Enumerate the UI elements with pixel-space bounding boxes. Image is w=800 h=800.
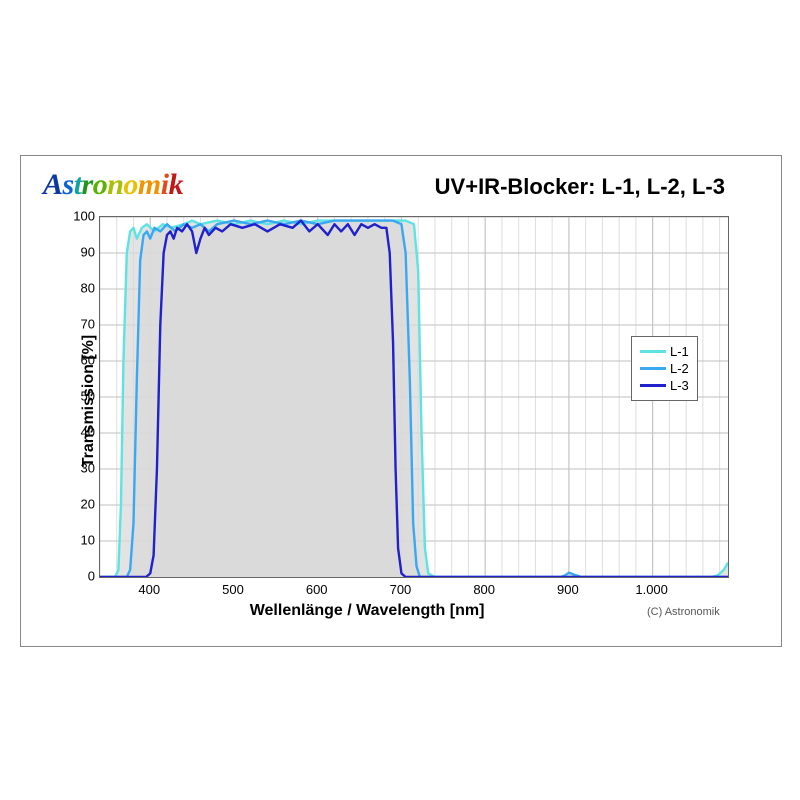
legend-item: L-1 — [640, 343, 689, 360]
y-tick-label: 20 — [55, 497, 95, 512]
y-tick-label: 90 — [55, 245, 95, 260]
y-tick-label: 40 — [55, 425, 95, 440]
legend-label: L-3 — [670, 378, 689, 393]
legend-swatch — [640, 384, 666, 387]
x-tick-label: 800 — [473, 582, 495, 597]
y-tick-label: 50 — [55, 389, 95, 404]
y-tick-label: 100 — [55, 209, 95, 224]
y-tick-label: 30 — [55, 461, 95, 476]
x-tick-label: 500 — [222, 582, 244, 597]
x-tick-label: 1.000 — [635, 582, 668, 597]
legend: L-1 L-2 L-3 — [631, 336, 698, 401]
y-tick-label: 10 — [55, 533, 95, 548]
chart-panel: Astronomik UV+IR-Blocker: L-1, L-2, L-3 … — [20, 155, 782, 647]
x-axis-label: Wellenlänge / Wavelength [nm] — [250, 602, 485, 620]
legend-item: L-3 — [640, 377, 689, 394]
legend-label: L-1 — [670, 344, 689, 359]
x-tick-label: 600 — [306, 582, 328, 597]
chart-title: UV+IR-Blocker: L-1, L-2, L-3 — [435, 174, 725, 200]
legend-label: L-2 — [670, 361, 689, 376]
x-tick-label: 700 — [390, 582, 412, 597]
legend-swatch — [640, 367, 666, 370]
copyright: (C) Astronomik — [647, 606, 720, 618]
x-tick-label: 400 — [138, 582, 160, 597]
y-tick-label: 60 — [55, 353, 95, 368]
y-tick-label: 0 — [55, 569, 95, 584]
legend-item: L-2 — [640, 360, 689, 377]
legend-swatch — [640, 350, 666, 353]
y-tick-label: 70 — [55, 317, 95, 332]
y-tick-label: 80 — [55, 281, 95, 296]
brand-logo: Astronomik — [43, 168, 183, 202]
x-tick-label: 900 — [557, 582, 579, 597]
